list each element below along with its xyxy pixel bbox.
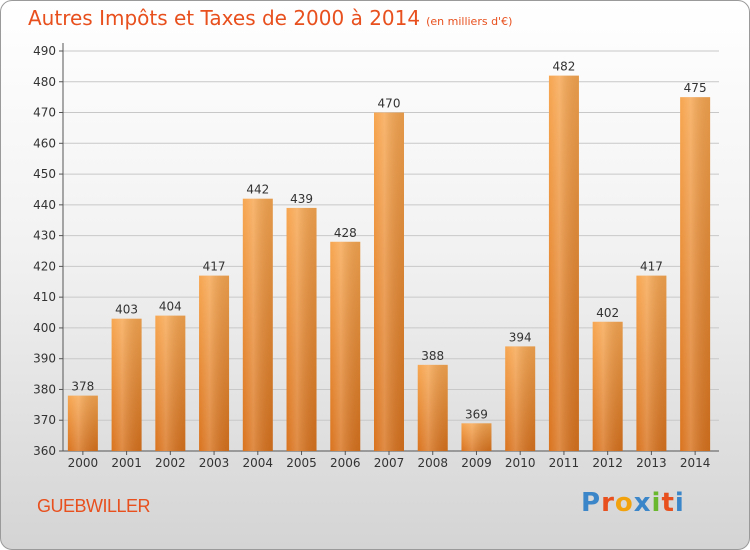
y-tick-label: 370 [33, 413, 56, 427]
logo-letter: x [633, 488, 652, 518]
x-tick-label: 2004 [243, 456, 274, 470]
bar-shine [242, 198, 273, 451]
logo-letter: r [601, 488, 615, 518]
y-tick-label: 360 [33, 444, 56, 458]
bar-value-label: 402 [596, 306, 619, 320]
x-tick-label: 2011 [549, 456, 580, 470]
bars [67, 75, 711, 452]
y-tick-label: 480 [33, 75, 56, 89]
bar-value-label: 439 [290, 192, 313, 206]
y-tick-label: 490 [33, 44, 56, 58]
bar-value-label: 404 [159, 300, 182, 314]
bar-shine [505, 346, 536, 451]
x-tick-label: 2013 [636, 456, 667, 470]
bar-value-label: 417 [640, 260, 663, 274]
city-name: GUEBWILLER [37, 496, 151, 516]
bar-shine [680, 97, 711, 452]
x-tick-label: 2001 [111, 456, 142, 470]
bar-shine [636, 275, 667, 451]
y-tick-label: 390 [33, 352, 56, 366]
bar-value-label: 482 [552, 60, 575, 74]
x-tick-label: 2006 [330, 456, 361, 470]
x-tick-label: 2012 [592, 456, 623, 470]
y-tick-label: 450 [33, 167, 56, 181]
chart-title: Autres Impôts et Taxes de 2000 à 2014 (en… [28, 6, 512, 30]
bar-shine [374, 112, 404, 452]
logo-letter: i [651, 488, 662, 518]
bar-shine [199, 275, 230, 451]
title-main: Autres Impôts et Taxes de 2000 à 2014 [28, 6, 421, 30]
bar-value-label: 369 [465, 407, 488, 421]
logo-letter: P [581, 488, 602, 518]
x-tick-label: 2009 [461, 456, 492, 470]
title-subtitle: (en milliers d'€) [426, 15, 513, 28]
x-tick-label: 2014 [680, 456, 711, 470]
data-labels: 378 403 404 417 442 439 428 470 388 369 394 482 402 4… [71, 60, 706, 422]
bar-shine [548, 75, 579, 451]
x-tick-label: 2003 [199, 456, 230, 470]
logo-letter: i [674, 488, 685, 518]
y-tick-label: 430 [33, 229, 56, 243]
bar-value-label: 475 [684, 81, 707, 95]
x-tick-label: 2002 [155, 456, 186, 470]
y-tick-label: 380 [33, 382, 56, 396]
bar-value-label: 403 [115, 303, 138, 317]
bar-shine [330, 241, 361, 451]
bar-value-label: 378 [71, 380, 94, 394]
logo-letter: o [614, 488, 634, 518]
bar-shine [67, 395, 98, 451]
y-tick-label: 420 [33, 259, 56, 273]
bar-shine [111, 318, 142, 451]
bar-value-label: 388 [421, 349, 444, 363]
bar-value-label: 470 [378, 97, 401, 111]
y-tick-label: 410 [33, 290, 56, 304]
x-tick-label: 2005 [286, 456, 317, 470]
bar-shine [461, 423, 492, 451]
logo-letter: t [661, 488, 675, 518]
y-tick-label: 440 [33, 198, 56, 212]
bar-value-label: 417 [203, 260, 226, 274]
y-tick-label: 470 [33, 106, 56, 120]
axes: 360 370 380 390 400 410 420 430 440 450 460 470 480 4… [33, 43, 719, 470]
bar-shine [417, 364, 448, 451]
proxiti-logo[interactable]: Proxiti [581, 488, 685, 518]
bar-value-label: 394 [509, 330, 532, 344]
bar-shine [592, 321, 623, 451]
x-tick-label: 2010 [505, 456, 536, 470]
x-tick-label: 2007 [374, 456, 405, 470]
bar-shine [155, 315, 186, 451]
x-tick-label: 2008 [417, 456, 448, 470]
bar-value-label: 428 [334, 226, 357, 240]
y-tick-label: 460 [33, 136, 56, 150]
bar-shine [286, 207, 317, 451]
x-tick-label: 2000 [68, 456, 99, 470]
y-tick-label: 400 [33, 321, 56, 335]
bar-value-label: 442 [246, 183, 269, 197]
